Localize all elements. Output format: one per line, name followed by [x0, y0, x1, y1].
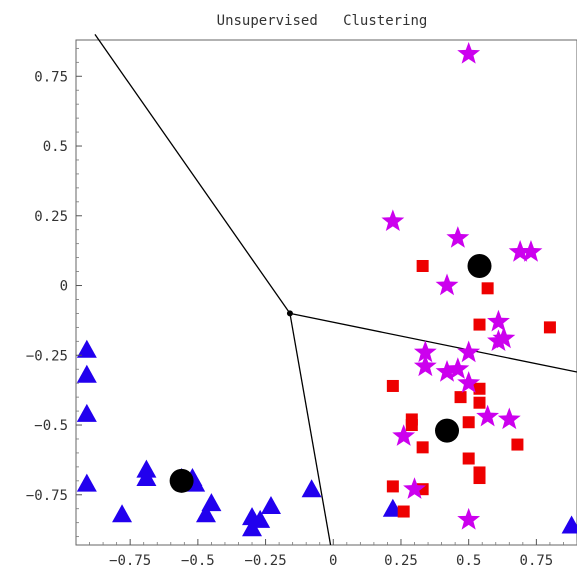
triangle-point	[76, 339, 97, 358]
square-point	[405, 419, 418, 432]
square-point	[386, 480, 399, 493]
star-point	[508, 240, 532, 262]
star-point	[413, 340, 437, 363]
triangle-point	[561, 515, 577, 534]
plot-frame	[75, 39, 577, 546]
y-tick-label: −0.25	[26, 348, 68, 364]
y-tick-label: 0.75	[34, 69, 68, 85]
x-tick-label: 0.75	[520, 553, 554, 569]
centroid-point	[435, 418, 460, 443]
x-tick-label: −0.5	[181, 553, 215, 569]
triangle-point	[195, 504, 216, 523]
x-tick-label: 0.5	[456, 553, 481, 569]
star-point	[519, 240, 543, 262]
star-point	[381, 209, 405, 232]
square-point	[511, 438, 524, 451]
square-point	[454, 391, 467, 404]
square-point	[473, 396, 486, 409]
triangle-point	[260, 495, 281, 514]
voronoi-boundaries	[94, 34, 577, 546]
triangle-point	[76, 473, 97, 492]
star-point	[446, 226, 470, 248]
triangle-point	[76, 364, 97, 383]
cluster-centroids	[169, 253, 492, 493]
voronoi-vertex	[286, 310, 293, 317]
square-point	[462, 416, 475, 429]
star-point	[457, 507, 481, 530]
triangle-point	[76, 403, 97, 422]
x-tick-label: −0.25	[244, 553, 286, 569]
square-point	[473, 382, 486, 395]
y-tick-label: 0.25	[34, 209, 68, 225]
star-point	[476, 404, 500, 427]
square-point	[416, 259, 429, 272]
star-point	[392, 424, 416, 446]
x-tick-label: 0.25	[384, 553, 418, 569]
voronoi-edge	[289, 313, 332, 546]
data-points	[76, 41, 577, 537]
x-tick-label: −0.75	[109, 553, 151, 569]
voronoi-edge	[94, 34, 291, 314]
star-point	[457, 41, 481, 64]
voronoi-edge	[289, 312, 577, 373]
triangle-point	[112, 504, 133, 523]
x-tick-label: 0	[329, 553, 337, 569]
star-point	[487, 329, 510, 352]
triangle-point	[136, 468, 157, 487]
square-point	[473, 318, 486, 331]
y-tick-label: −0.5	[34, 418, 68, 434]
y-tick-label: 0	[60, 279, 68, 295]
triangle-point	[301, 479, 322, 498]
star-point	[446, 357, 470, 379]
square-point	[397, 505, 410, 518]
chart-title: Unsupervised Clustering	[217, 13, 428, 29]
square-point	[462, 452, 475, 465]
centroid-point	[169, 468, 194, 493]
star-point	[487, 309, 510, 332]
square-point	[473, 472, 486, 485]
square-point	[481, 282, 494, 295]
centroid-point	[467, 253, 492, 278]
square-point	[386, 379, 399, 392]
star-point	[457, 340, 481, 363]
star-point	[497, 407, 521, 430]
y-tick-label: −0.75	[26, 488, 68, 504]
triangle-point	[250, 509, 271, 528]
square-point	[416, 441, 429, 454]
square-point	[543, 321, 556, 334]
star-point	[435, 360, 459, 382]
star-point	[457, 371, 481, 393]
y-tick-label: 0.5	[43, 139, 68, 155]
star-point	[435, 273, 459, 296]
star-point	[413, 354, 437, 377]
triangle-point	[201, 493, 222, 512]
axes: −0.75 −0.5 −0.25 0 0.25 0.5 0.75 0.75 0.5 0.25 0 −0…	[26, 47, 577, 569]
star-point	[403, 477, 426, 499]
